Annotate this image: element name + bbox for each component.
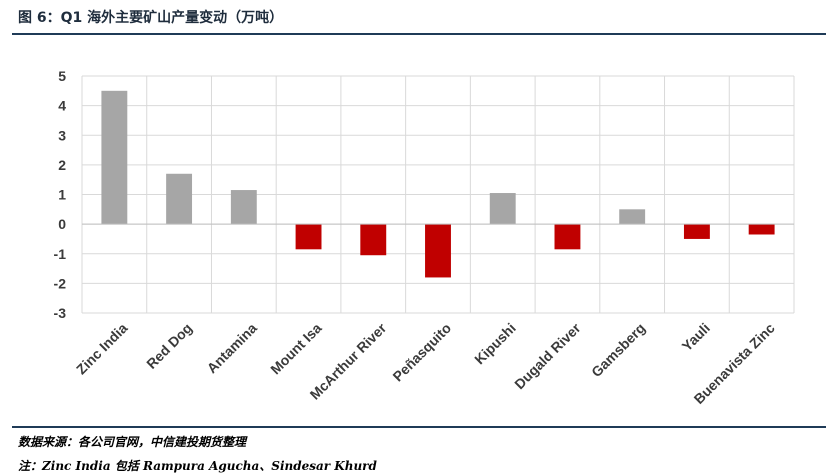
footnote: 注：Zinc India 包括 Rampura Agucha、Sindesar … (18, 459, 377, 473)
x-tick-label: Gamsberg (588, 320, 648, 380)
x-tick-label: Zinc India (73, 320, 131, 378)
x-tick-label: Yauli (679, 320, 713, 354)
bar-kipushi (489, 193, 516, 225)
bar-antamina (230, 190, 257, 225)
y-tick-label: 4 (58, 98, 66, 114)
y-tick-label: -1 (54, 246, 67, 262)
bar-gamsberg (619, 209, 646, 225)
bottom-rule (12, 426, 826, 428)
bar-zinc-india (101, 90, 128, 225)
y-tick-label: 1 (58, 187, 66, 203)
x-tick-label: Mount Isa (267, 320, 325, 378)
source-note: 数据来源：各公司官网，中信建投期货整理 (18, 435, 247, 449)
bar-dugald-river (554, 224, 581, 250)
bar-chart: 5 4 3 2 1 0 -1 -2 -3 Zinc India Red Dog Antamina Mou… (54, 68, 795, 407)
bar-red-dog (166, 173, 193, 225)
y-tick-label: 3 (58, 127, 66, 143)
bar-pe-asquito (425, 224, 451, 278)
y-tick-label: 5 (58, 68, 66, 84)
x-tick-label: Peñasquito (389, 320, 454, 385)
bar-mcarthur-river (360, 224, 387, 256)
x-tick-label: Red Dog (143, 320, 195, 372)
y-tick-label: -3 (54, 305, 67, 321)
bar-yauli (683, 224, 710, 239)
x-tick-label: Dugald River (511, 319, 584, 392)
y-tick-label: 2 (58, 157, 66, 173)
top-rule (12, 33, 826, 35)
x-tick-label: Antamina (204, 320, 261, 377)
bar-buenavista-zinc (748, 224, 775, 235)
x-tick-label: Kipushi (471, 320, 519, 368)
y-tick-label: 0 (58, 216, 66, 232)
figure-title: 图 6：Q1 海外主要矿山产量变动（万吨） (18, 10, 284, 26)
y-tick-label: -2 (54, 275, 67, 291)
bar-mount-isa (295, 224, 322, 250)
